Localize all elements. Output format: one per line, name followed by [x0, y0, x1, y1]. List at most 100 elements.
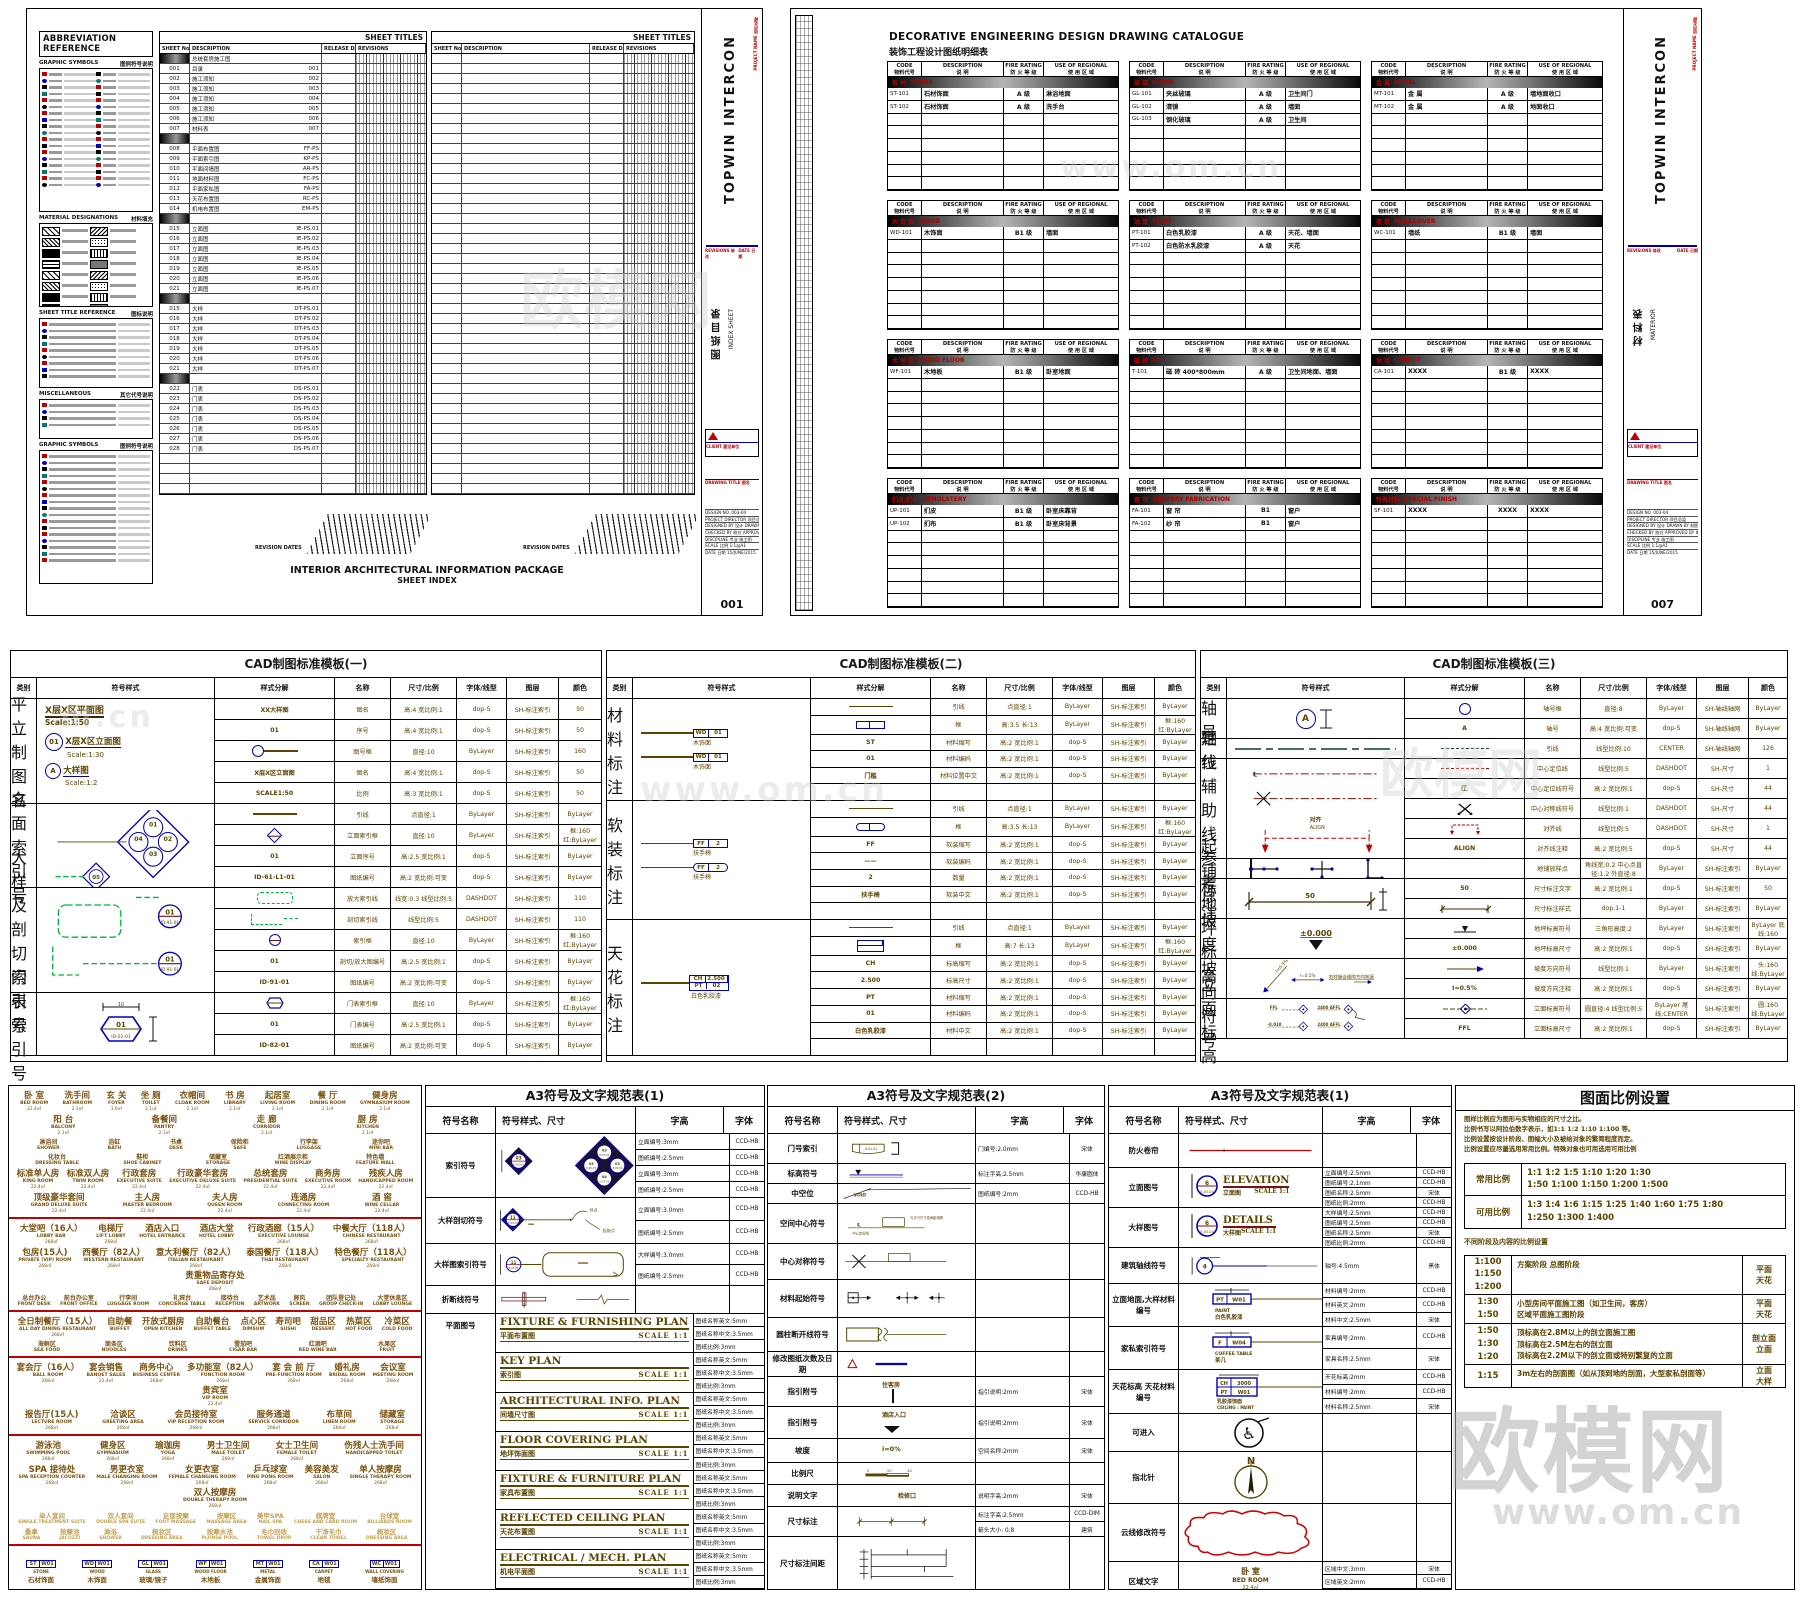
row-cell	[1103, 784, 1155, 800]
cell-fire-rating	[1488, 417, 1528, 429]
spec-size	[976, 1280, 1070, 1317]
catalogue-row	[1130, 530, 1360, 544]
table-row	[432, 94, 694, 104]
svg-text:ID-91-01: ID-91-01	[161, 967, 180, 973]
cell-description: 门表 DS-PS.01	[190, 384, 322, 393]
room-zh: 储藏室	[379, 1410, 406, 1420]
tag-zh: 木地板	[200, 1576, 221, 1584]
room-zh: 特色餐厅（118人）	[334, 1248, 412, 1258]
cell-revisions	[356, 214, 426, 223]
room-zh: 储藏室	[208, 1154, 227, 1161]
row-cell: ByLayer	[1162, 738, 1188, 746]
tag-code: ST	[27, 1561, 41, 1567]
svg-text:W01: W01	[1238, 1390, 1251, 1396]
spec-size: 空间名称:2mm	[976, 1439, 1070, 1462]
a3-row-name: 折断线符号	[426, 1286, 496, 1313]
symbol-text-bar	[63, 170, 96, 173]
room-en: HOT FOOD	[345, 1327, 373, 1332]
cell-description	[1164, 594, 1246, 606]
room-item: 单人套间 SINGLE TREATMENT SUITE	[18, 1510, 86, 1525]
spec-font: 宋体	[1428, 1231, 1440, 1237]
sheet-name-en: MATERIOR	[1650, 309, 1657, 341]
room-item: SPA 接待处 SPA RECEPTION COUNTER 268㎡	[19, 1463, 86, 1486]
a3-spec-row	[976, 1537, 1104, 1589]
column-header: 字体/线型	[1053, 678, 1103, 698]
spec-size: 区域平方数:2mm	[1323, 1588, 1417, 1589]
spec-font: CCD-HB	[1422, 1179, 1446, 1186]
row-cell: 对齐线	[1525, 819, 1581, 838]
cell-sheet-no	[432, 484, 462, 493]
cell-description: 施工须知 003	[190, 84, 322, 93]
cell-revisions	[356, 304, 426, 313]
row-cell: 引线	[1525, 739, 1581, 758]
svg-text:ID-91-01: ID-91-01	[161, 920, 180, 926]
room-item: 足部按摩 FOOT MASSAGE	[155, 1510, 196, 1525]
hatch-swatch	[42, 282, 60, 291]
cell-description	[1406, 265, 1488, 277]
room-area: 268㎡	[44, 1240, 58, 1245]
spec-font: CCD-HB	[735, 1251, 759, 1257]
row-cell: 线宽:0.3 线型比例:5	[391, 888, 457, 908]
group-rows: 门表索引框 直径:10 ByLayer SH-标注索引 框:160 红:ByLayer 0…	[215, 993, 601, 1055]
room-en: FEMALE CHANGING ROOM	[168, 1475, 236, 1480]
symbol-glyph	[42, 460, 47, 465]
room-item: 主人房 MASTER BEDROOM 22.4㎡	[123, 1191, 172, 1214]
row-cell: ByLayer	[567, 810, 593, 818]
row-cell: 高:4 宽比例:1	[391, 720, 457, 740]
cell-description	[462, 284, 590, 293]
cell-revisions	[624, 394, 694, 403]
cell-sheet-no: 002	[160, 74, 190, 83]
template-row: 引线 点直径:1 ByLayer SH-标注索引 ByLayer	[811, 920, 1195, 937]
hatch-swatch	[90, 238, 108, 247]
a3-row-sample: 11 E-03-03 终点 起始点	[496, 1198, 636, 1243]
room-zh: 开放式厨房	[141, 1317, 185, 1327]
room-zh: 浴缸	[108, 1139, 121, 1146]
a3-row: 立面地面,大样材料编号 PT W01 PAINT 白色乳胶漆 材料编号:2mm CCD-HB…	[1109, 1284, 1451, 1327]
finish-tag: WD W01 WOOD 木饰面	[82, 1550, 113, 1584]
symbol-text-bar	[63, 73, 96, 76]
row-cell	[1103, 903, 1155, 920]
room-area: 22.4㎡	[207, 1402, 223, 1407]
a3-row-name: 比例尺	[768, 1463, 838, 1484]
project-name-label: PROJECT NAME 项目名称	[1692, 17, 1698, 71]
symbol-glyph	[42, 519, 47, 524]
room-zh: 鞋柜	[136, 1154, 149, 1161]
symbol-text-bar	[49, 559, 116, 562]
spec-size: 说明字高:2mm	[976, 1485, 1070, 1506]
header-en: CODE	[1138, 341, 1155, 347]
table-row: 002 施工须知 002	[160, 74, 426, 84]
row-cell: 放大索引线	[335, 888, 391, 908]
symbol-glyph	[96, 137, 101, 142]
cell-description: 大样 DT-PS.06	[190, 354, 322, 363]
room-zh: 书 房	[224, 1091, 245, 1101]
cell-use-region: 墙面	[1046, 230, 1059, 238]
info-line: PROJECT DIRECTOR 项目总监	[705, 515, 759, 522]
a3-row-sample: 6 E-03-03 DETAILS 大样图 SCALE 1:1	[1179, 1208, 1323, 1247]
room-row: 化妆台 DRESSING TABLE 鞋柜 SHOE CABINET 储藏室 STORAG…	[13, 1152, 417, 1166]
cell-description	[462, 454, 590, 463]
catalogue-table-header: CODE 物料代号 DESCRIPTION 说 明 FIRE RATING 防 火 等 级…	[888, 340, 1118, 355]
cell-use-region	[1044, 304, 1118, 316]
tag-box: ST W01	[26, 1560, 57, 1568]
spec-font: CCD-HB	[735, 1186, 759, 1193]
spec-font	[1070, 1463, 1104, 1484]
catalogue-row	[1130, 252, 1360, 266]
row-cell	[987, 903, 1053, 920]
cell-revisions	[356, 94, 426, 103]
a3-row-name: 家私索引符号	[1109, 1327, 1179, 1369]
table-row	[432, 334, 694, 344]
room-item: 按摩区 MASSAGE AREA	[206, 1510, 246, 1525]
row-cell	[1053, 1039, 1103, 1056]
room-zh: 双人套间	[107, 1512, 134, 1520]
a3-row-name: 材料起始符号	[768, 1280, 838, 1317]
cell-description	[1406, 252, 1488, 265]
room-row: 淋浴间 SHOWER 浴缸 BATH 书桌 DESK 保险柜 SAFE 行李架 LUGGAGE 迷你…	[13, 1137, 417, 1151]
cell-description	[922, 316, 1004, 328]
cell-revisions	[624, 284, 694, 293]
room-area: 22.4㎡	[140, 1209, 155, 1214]
row-cell	[811, 699, 931, 715]
room-zh: 桑拿	[24, 1528, 38, 1536]
table-row	[432, 184, 694, 194]
